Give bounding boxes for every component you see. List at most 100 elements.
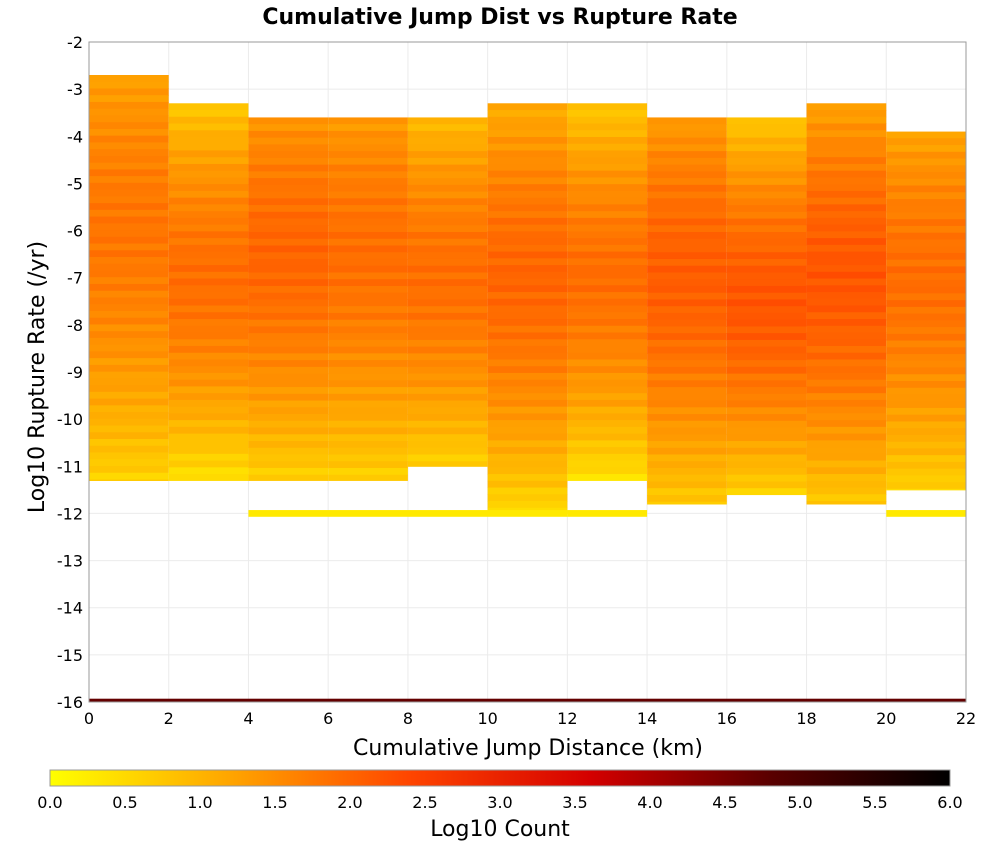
heatmap-cell [328, 292, 408, 300]
heatmap-cell [726, 380, 807, 388]
heatmap-cell [886, 145, 966, 153]
heatmap-cell [647, 130, 727, 139]
heatmap-cell [248, 447, 329, 455]
heatmap-cell [328, 198, 408, 206]
heatmap-cell [806, 110, 887, 118]
heatmap-cell [168, 420, 249, 428]
heatmap-cell [806, 217, 887, 226]
heatmap-cell [567, 157, 648, 165]
heatmap-cell [647, 306, 727, 314]
heatmap-cell [248, 373, 329, 381]
heatmap-cell [567, 332, 648, 340]
heatmap-cell [168, 359, 249, 367]
heatmap-cell [407, 164, 488, 172]
heatmap-cell [806, 501, 887, 505]
heatmap-cell [567, 116, 648, 125]
heatmap-cell [168, 413, 249, 421]
heatmap-cell [328, 117, 408, 125]
heatmap-cell [806, 393, 887, 401]
heatmap-cell [248, 272, 329, 280]
heatmap-cell [726, 265, 807, 273]
heatmap-cell [89, 452, 169, 460]
heatmap-cell [647, 319, 727, 327]
heatmap-cell [328, 258, 408, 267]
heatmap-cell [806, 379, 887, 387]
heatmap-cell [886, 340, 966, 348]
heatmap-cell [726, 400, 807, 408]
heatmap-cell [407, 225, 488, 233]
colorbar-tick-label: 3.5 [562, 793, 587, 812]
x-tick-label: 4 [243, 709, 253, 728]
heatmap-cell [567, 433, 648, 441]
heatmap-cell [328, 299, 408, 307]
heatmap-cell [89, 122, 169, 130]
heatmap-cell [806, 130, 887, 138]
heatmap-cell [567, 305, 648, 313]
heatmap-cell [647, 285, 727, 294]
heatmap-cell [726, 184, 807, 193]
heatmap-cells [89, 75, 966, 702]
heatmap-cell [407, 252, 488, 260]
heatmap-cell [89, 81, 169, 89]
heatmap-cell [726, 124, 807, 132]
heatmap-cell [89, 310, 169, 319]
heatmap-cell [647, 474, 727, 482]
heatmap-cell [487, 494, 568, 502]
heatmap-cell [647, 178, 727, 186]
heatmap-cell [487, 211, 568, 219]
heatmap-cell [248, 232, 329, 240]
heatmap-cell [806, 204, 887, 212]
heatmap-cell [806, 420, 887, 428]
heatmap-cell [487, 386, 568, 394]
y-tick-labels: -2 -3 -4 -5 -6 -7 -8 -9 -10 -11 -12 -13 -14 -15 -16 [57, 33, 83, 712]
heatmap-cell [886, 347, 966, 355]
x-tick-label: 20 [876, 709, 896, 728]
heatmap-cell [407, 407, 488, 415]
heatmap-cell [89, 243, 169, 251]
heatmap-cell [886, 327, 966, 335]
heatmap-cell [647, 151, 727, 159]
heatmap-cell [647, 447, 727, 455]
y-tick-label: -11 [57, 457, 83, 476]
heatmap-cell [567, 238, 648, 246]
heatmap-cell [168, 372, 249, 381]
heatmap-cell [806, 190, 887, 199]
heatmap-cell [726, 360, 807, 368]
heatmap-cell [726, 454, 807, 462]
heatmap-cell [726, 272, 807, 280]
heatmap-cell [328, 339, 408, 348]
heatmap-cell [487, 406, 568, 414]
heatmap-cell [248, 380, 329, 388]
heatmap-cell [567, 345, 648, 354]
heatmap-cell [328, 124, 408, 132]
heatmap-cell [726, 130, 807, 139]
heatmap-cell [726, 467, 807, 476]
heatmap-cell [248, 474, 329, 481]
heatmap-cell [567, 265, 648, 273]
heatmap-cell [487, 110, 568, 118]
heatmap-cell [168, 204, 249, 212]
heatmap-cell [248, 339, 329, 348]
heatmap-cell [487, 157, 568, 165]
heatmap-cell [89, 216, 169, 224]
heatmap-cell [248, 306, 329, 314]
heatmap-cell [89, 142, 169, 150]
heatmap-cell [248, 387, 329, 395]
x-tick-label: 22 [956, 709, 976, 728]
y-tick-label: -8 [67, 316, 83, 335]
heatmap-cell [487, 224, 568, 232]
heatmap-cell [647, 373, 727, 381]
heatmap-cell [328, 178, 408, 186]
heatmap-cell [407, 387, 488, 395]
heatmap-cell [328, 225, 408, 233]
heatmap-cell [328, 387, 408, 395]
heatmap-cell [248, 205, 329, 213]
x-tick-label: 10 [477, 709, 497, 728]
heatmap-cell [89, 257, 169, 265]
heatmap-cell [726, 306, 807, 314]
heatmap-cell [886, 434, 966, 443]
heatmap-cell [407, 178, 488, 186]
heatmap-cell [647, 488, 727, 496]
heatmap-cell [168, 426, 249, 435]
heatmap-cell [567, 393, 648, 401]
